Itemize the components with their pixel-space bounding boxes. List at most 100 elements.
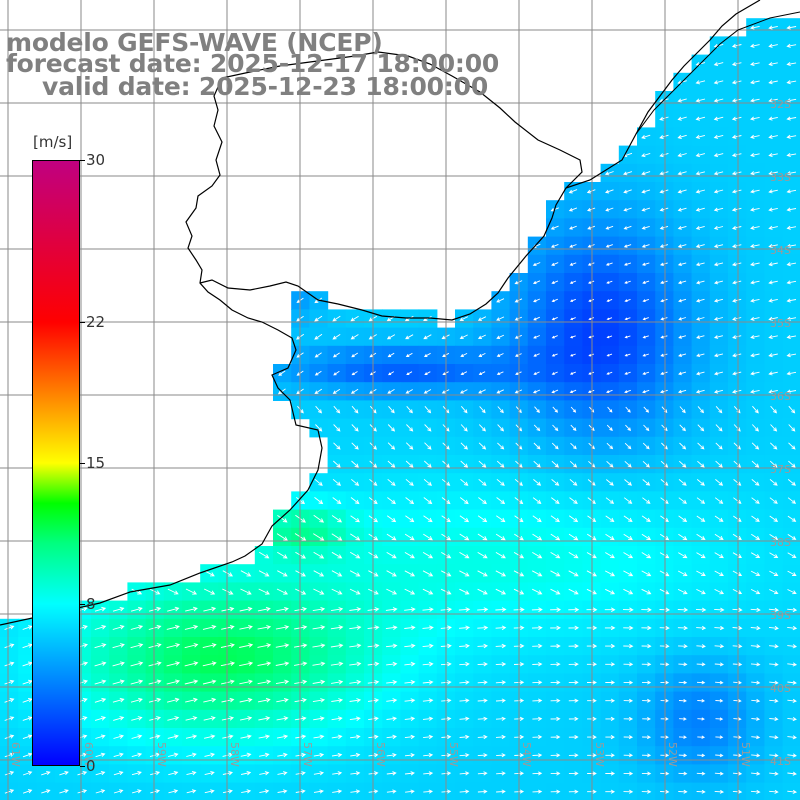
- wind-arrow: [532, 698, 543, 703]
- wind-arrow: [22, 679, 33, 685]
- wind-arrow: [732, 353, 742, 358]
- wind-arrow: [313, 514, 325, 523]
- wind-arrow: [257, 643, 272, 648]
- wind-arrow: [750, 335, 760, 340]
- longitude-label: 51W: [739, 742, 752, 767]
- wind-arrow: [332, 315, 341, 322]
- wind-arrow: [623, 753, 634, 758]
- wind-arrow: [732, 570, 743, 577]
- wind-arrow: [769, 771, 779, 776]
- wind-arrow: [94, 643, 107, 649]
- wind-arrow: [733, 699, 742, 703]
- wind-arrow: [715, 406, 723, 414]
- wind-arrow: [331, 588, 343, 595]
- wind-arrow: [387, 389, 395, 394]
- wind-arrow: [605, 643, 616, 649]
- wind-arrow: [751, 753, 761, 758]
- wind-arrow: [550, 552, 561, 559]
- wind-arrow: [314, 333, 323, 340]
- wind-arrow: [496, 497, 506, 505]
- wind-arrow: [459, 533, 470, 541]
- wind-arrow: [697, 717, 705, 721]
- wind-arrow: [113, 789, 124, 794]
- wind-arrow: [551, 262, 559, 266]
- wind-arrow: [715, 442, 723, 450]
- wind-arrow: [697, 460, 705, 468]
- wind-arrow: [695, 116, 706, 121]
- wind-arrow: [623, 716, 634, 721]
- wind-arrow: [277, 515, 288, 523]
- wind-arrow: [459, 334, 468, 340]
- wind-arrow: [477, 625, 489, 631]
- wind-arrow: [788, 424, 796, 432]
- latitude-label: 41S: [770, 755, 791, 768]
- wind-arrow: [713, 335, 724, 339]
- wind-arrow: [769, 698, 779, 703]
- colorbar-tick-mark: [80, 766, 85, 767]
- wind-arrow: [496, 460, 505, 468]
- wind-arrow: [331, 607, 344, 612]
- wind-arrow: [677, 134, 687, 139]
- wind-arrow: [551, 497, 560, 504]
- wind-arrow: [422, 588, 434, 595]
- wind-arrow: [731, 244, 742, 249]
- wind-arrow: [750, 570, 761, 577]
- wind-arrow: [659, 533, 670, 541]
- wind-arrow: [4, 661, 15, 667]
- wind-arrow: [751, 717, 761, 721]
- wind-arrow: [768, 98, 778, 103]
- wind-arrow: [477, 680, 488, 685]
- wind-arrow: [130, 606, 143, 612]
- wind-arrow: [769, 589, 779, 595]
- wind-arrow: [732, 607, 743, 613]
- wind-arrow: [349, 698, 362, 703]
- wind-arrow: [732, 625, 743, 631]
- wind-arrow: [313, 570, 325, 577]
- wind-arrow: [404, 570, 416, 577]
- wind-arrow: [625, 424, 632, 431]
- wind-arrow: [532, 662, 543, 667]
- wind-arrow: [750, 25, 760, 30]
- wind-arrow: [239, 643, 254, 648]
- wind-arrow: [750, 152, 760, 158]
- wind-arrow: [696, 570, 706, 577]
- wind-arrow: [751, 497, 760, 504]
- wind-arrow: [422, 680, 434, 685]
- wind-arrow: [350, 771, 361, 776]
- wind-arrow: [678, 699, 687, 703]
- wind-arrow: [423, 515, 433, 523]
- wind-arrow: [550, 662, 561, 667]
- wind-arrow: [350, 315, 359, 322]
- wind-arrow: [678, 371, 687, 376]
- wind-arrow: [605, 662, 616, 667]
- wind-arrow: [424, 424, 432, 432]
- wind-arrow: [750, 371, 760, 376]
- wind-arrow: [331, 698, 344, 703]
- wind-arrow: [495, 607, 507, 612]
- wind-arrow: [275, 625, 290, 630]
- wind-arrow: [113, 734, 124, 739]
- wind-arrow: [660, 662, 670, 667]
- wind-arrow: [715, 680, 724, 685]
- wind-arrow: [623, 515, 633, 523]
- wind-arrow: [695, 134, 706, 139]
- wind-arrow: [605, 262, 613, 266]
- wind-arrow: [624, 317, 631, 321]
- wind-arrow: [4, 643, 15, 649]
- wind-arrow: [714, 607, 725, 613]
- wind-arrow: [4, 716, 15, 721]
- wind-arrow: [642, 717, 651, 721]
- wind-arrow: [713, 98, 724, 103]
- wind-arrow: [768, 43, 778, 48]
- wind-arrow: [623, 189, 632, 194]
- coastline: [0, 51, 583, 626]
- wind-arrow: [786, 98, 797, 103]
- wind-arrow: [605, 753, 615, 758]
- speed-cell: [782, 491, 800, 511]
- wind-arrow: [239, 697, 253, 703]
- wind-arrow: [641, 262, 650, 266]
- wind-arrow: [713, 280, 724, 285]
- wind-arrow: [532, 497, 542, 504]
- wind-arrow: [550, 735, 561, 740]
